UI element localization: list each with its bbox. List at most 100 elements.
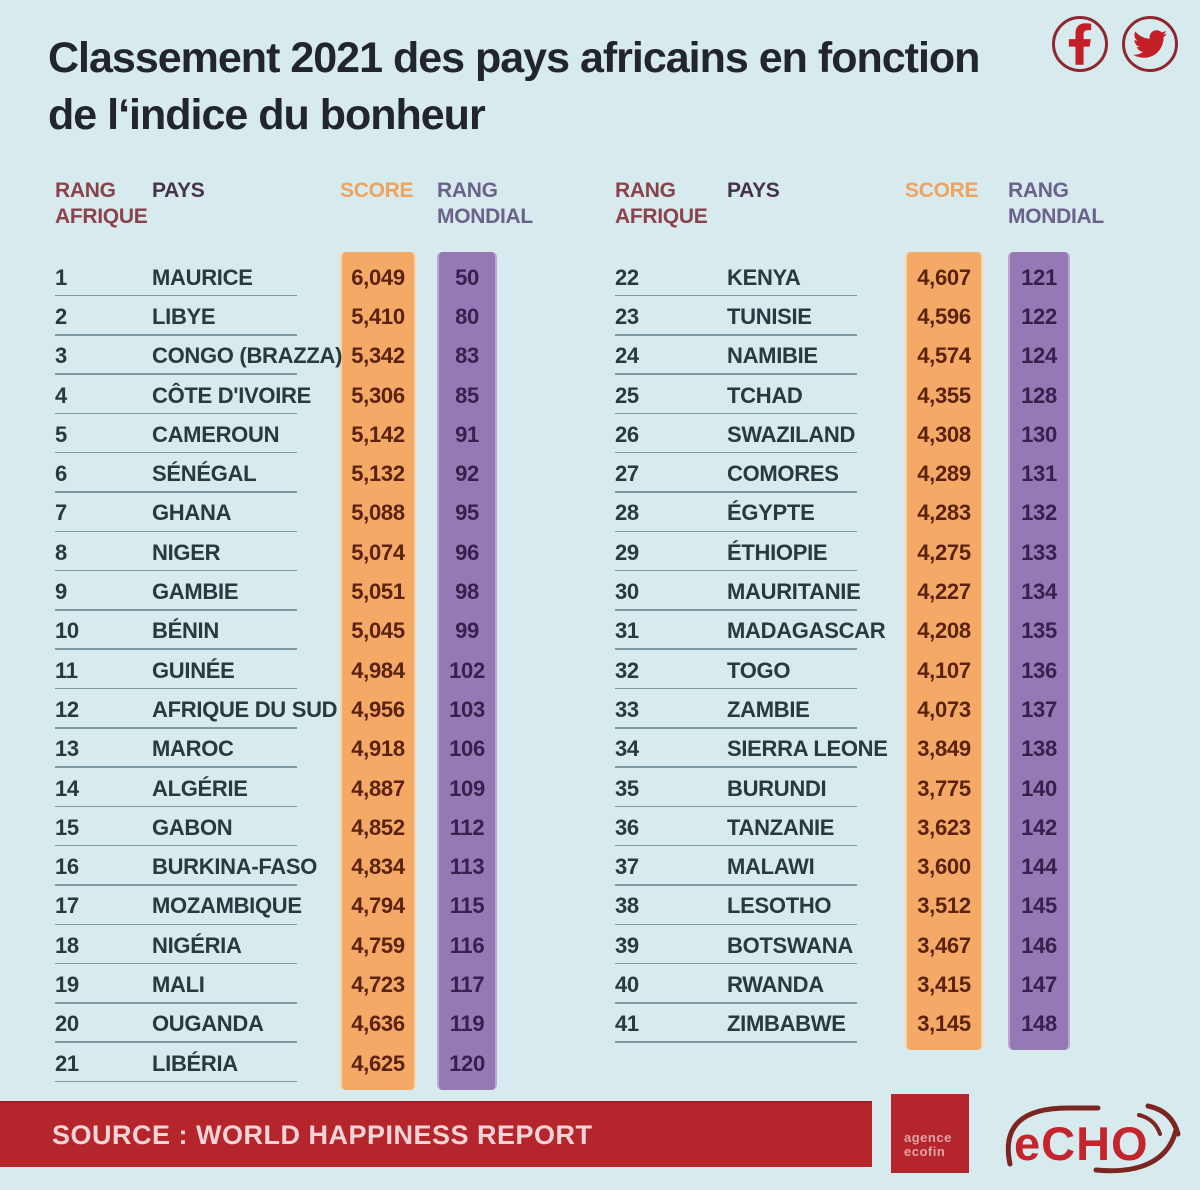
- country-cell: TOGO: [727, 657, 791, 683]
- score-cell: 3,600: [917, 854, 971, 880]
- world-rank-cell: 99: [455, 618, 479, 644]
- score-cell: 4,887: [351, 775, 405, 801]
- world-rank-cell: 137: [1021, 696, 1057, 722]
- country-cell: BÉNIN: [152, 618, 219, 644]
- world-rank-cell: 113: [449, 854, 485, 880]
- facebook-icon: [1068, 23, 1092, 65]
- world-rank-cell: 122: [1021, 303, 1057, 329]
- page-title-line1: Classement 2021 des pays africains en fo…: [48, 34, 980, 82]
- table-row: 30 MAURITANIE 4,227 134: [615, 572, 1080, 611]
- world-rank-cell: 50: [455, 264, 479, 290]
- world-rank-column-band: [1008, 252, 1070, 1050]
- score-column-band: [340, 252, 416, 1090]
- country-cell: MAROC: [152, 736, 234, 762]
- world-rank-cell: 109: [449, 775, 485, 801]
- world-rank-cell: 134: [1021, 579, 1057, 605]
- agency-name-line1: agence: [904, 1130, 952, 1145]
- score-cell: 4,759: [351, 932, 405, 958]
- score-cell: 4,596: [917, 303, 971, 329]
- country-cell: NIGÉRIA: [152, 932, 242, 958]
- rank-africa-cell: 14: [55, 775, 79, 801]
- country-cell: ÉGYPTE: [727, 500, 815, 526]
- world-rank-cell: 106: [449, 736, 485, 762]
- rank-africa-cell: 19: [55, 971, 79, 997]
- rank-africa-cell: 23: [615, 303, 639, 329]
- score-cell: 4,834: [351, 854, 405, 880]
- score-cell: 3,145: [917, 1011, 971, 1037]
- country-cell: COMORES: [727, 461, 839, 487]
- country-cell: CÔTE D'IVOIRE: [152, 382, 312, 408]
- table-row: 33 ZAMBIE 4,073 137: [615, 690, 1080, 729]
- table-row: 10 BÉNIN 5,045 99: [55, 612, 520, 651]
- table-row: 31 MADAGASCAR 4,208 135: [615, 612, 1080, 651]
- world-rank-cell: 121: [1021, 264, 1057, 290]
- rank-africa-cell: 40: [615, 971, 639, 997]
- country-cell: MADAGASCAR: [727, 618, 886, 644]
- table-row: 37 MALAWI 3,600 144: [615, 847, 1080, 887]
- country-cell: SIERRA LEONE: [727, 736, 888, 762]
- world-rank-cell: 136: [1021, 657, 1057, 683]
- facebook-button[interactable]: [1052, 16, 1108, 72]
- country-cell: TANZANIE: [727, 814, 835, 840]
- country-cell: ÉTHIOPIE: [727, 539, 828, 565]
- country-cell: GAMBIE: [152, 579, 239, 605]
- table-row: 32 TOGO 4,107 136: [615, 651, 1080, 690]
- country-cell: SWAZILAND: [727, 421, 856, 447]
- header-score: SCORE: [905, 179, 979, 202]
- score-cell: 4,625: [351, 1050, 405, 1076]
- table-row: 29 ÉTHIOPIE 4,275 133: [615, 533, 1080, 572]
- rank-africa-cell: 17: [55, 893, 79, 919]
- score-cell: 4,918: [351, 736, 405, 762]
- header-pays: PAYS: [152, 179, 205, 202]
- country-cell: MOZAMBIQUE: [152, 893, 302, 919]
- world-rank-cell: 133: [1021, 539, 1057, 565]
- rank-africa-cell: 33: [615, 696, 639, 722]
- world-rank-cell: 92: [455, 461, 479, 487]
- ranking-table-left: RANG AFRIQUE PAYS SCORE RANG MONDIAL 1 MAU…: [55, 178, 533, 1090]
- world-rank-cell: 142: [1021, 814, 1057, 840]
- table-row: 26 SWAZILAND 4,308 130: [615, 415, 1080, 454]
- score-cell: 4,607: [917, 264, 971, 290]
- table-row: 36 TANZANIE 3,623 142: [615, 808, 1080, 847]
- country-cell: TCHAD: [727, 382, 803, 408]
- world-rank-cell: 80: [455, 303, 479, 329]
- twitter-button[interactable]: [1122, 16, 1178, 72]
- rank-africa-cell: 15: [55, 814, 79, 840]
- score-cell: 4,227: [917, 579, 971, 605]
- table-row: 40 RWANDA 3,415 147: [615, 965, 1080, 1004]
- table-row: 39 BOTSWANA 3,467 146: [615, 926, 1080, 965]
- rank-africa-cell: 10: [55, 618, 79, 644]
- rank-africa-cell: 26: [615, 421, 639, 447]
- table-rows-left: 1 MAURICE 6,049 50 2 LIBYE 5,410 80 3 CO…: [55, 258, 520, 1083]
- header-rang-mondial: RANG MONDIAL: [437, 179, 533, 228]
- country-cell: KENYA: [727, 264, 801, 290]
- country-cell: BOTSWANA: [727, 932, 853, 958]
- country-cell: OUGANDA: [152, 1011, 264, 1037]
- world-rank-cell: 130: [1021, 421, 1057, 447]
- score-cell: 5,051: [351, 579, 405, 605]
- score-cell: 4,283: [917, 500, 971, 526]
- score-cell: 4,794: [351, 893, 405, 919]
- table-row: 25 TCHAD 4,355 128: [615, 376, 1080, 415]
- header-pays: PAYS: [727, 179, 780, 202]
- country-cell: RWANDA: [727, 971, 824, 997]
- echo-logo: eCHO: [1005, 1103, 1181, 1174]
- world-rank-cell: 140: [1021, 775, 1057, 801]
- table-row: 22 KENYA 4,607 121: [615, 258, 1080, 297]
- country-cell: GHANA: [152, 500, 232, 526]
- score-cell: 4,208: [917, 618, 971, 644]
- twitter-icon: [1133, 30, 1167, 58]
- world-rank-cell: 146: [1021, 932, 1057, 958]
- rank-africa-cell: 8: [55, 539, 67, 565]
- rank-africa-cell: 24: [615, 343, 639, 369]
- table-row: 28 ÉGYPTE 4,283 132: [615, 494, 1080, 533]
- rank-africa-cell: 11: [55, 657, 78, 683]
- table-row: 13 MAROC 4,918 106: [55, 730, 520, 769]
- score-cell: 4,308: [917, 421, 971, 447]
- header-score: SCORE: [340, 179, 414, 202]
- score-cell: 3,623: [917, 814, 971, 840]
- agence-ecofin-logo: agence ecofin: [891, 1094, 969, 1173]
- country-cell: ZIMBABWE: [727, 1011, 846, 1037]
- score-cell: 3,849: [917, 736, 971, 762]
